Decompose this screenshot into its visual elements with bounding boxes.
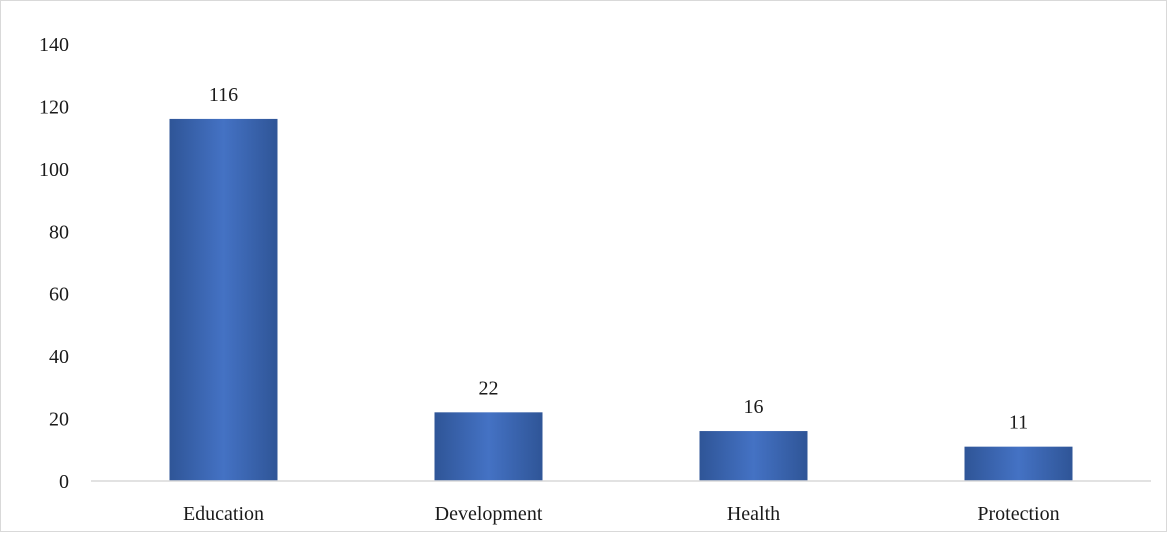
data-label: 16 [744, 396, 764, 418]
bar-education [169, 118, 278, 482]
x-tick-label: Education [183, 503, 264, 525]
x-tick-label: Health [727, 503, 780, 525]
y-tick-label: 40 [49, 346, 69, 368]
bars [169, 118, 1073, 482]
x-tick-label: Development [435, 503, 543, 525]
y-axis-ticks: 0 20 40 60 80 100 120 140 [39, 34, 69, 493]
y-tick-label: 20 [49, 409, 69, 431]
data-labels: 116 22 16 11 [209, 84, 1028, 434]
y-tick-label: 0 [59, 471, 69, 493]
y-tick-label: 120 [39, 96, 69, 118]
data-label: 22 [479, 377, 499, 399]
data-label: 11 [1009, 412, 1028, 434]
x-axis-labels: Education Development Health Protection [183, 503, 1060, 525]
x-tick-label: Protection [977, 503, 1059, 525]
bar-health [699, 431, 808, 481]
bar-development [434, 412, 543, 481]
y-tick-label: 100 [39, 159, 69, 181]
y-tick-label: 80 [49, 221, 69, 243]
y-tick-label: 60 [49, 284, 69, 306]
bar-protection [964, 446, 1073, 481]
y-tick-label: 140 [39, 34, 69, 56]
data-label: 116 [209, 84, 238, 106]
